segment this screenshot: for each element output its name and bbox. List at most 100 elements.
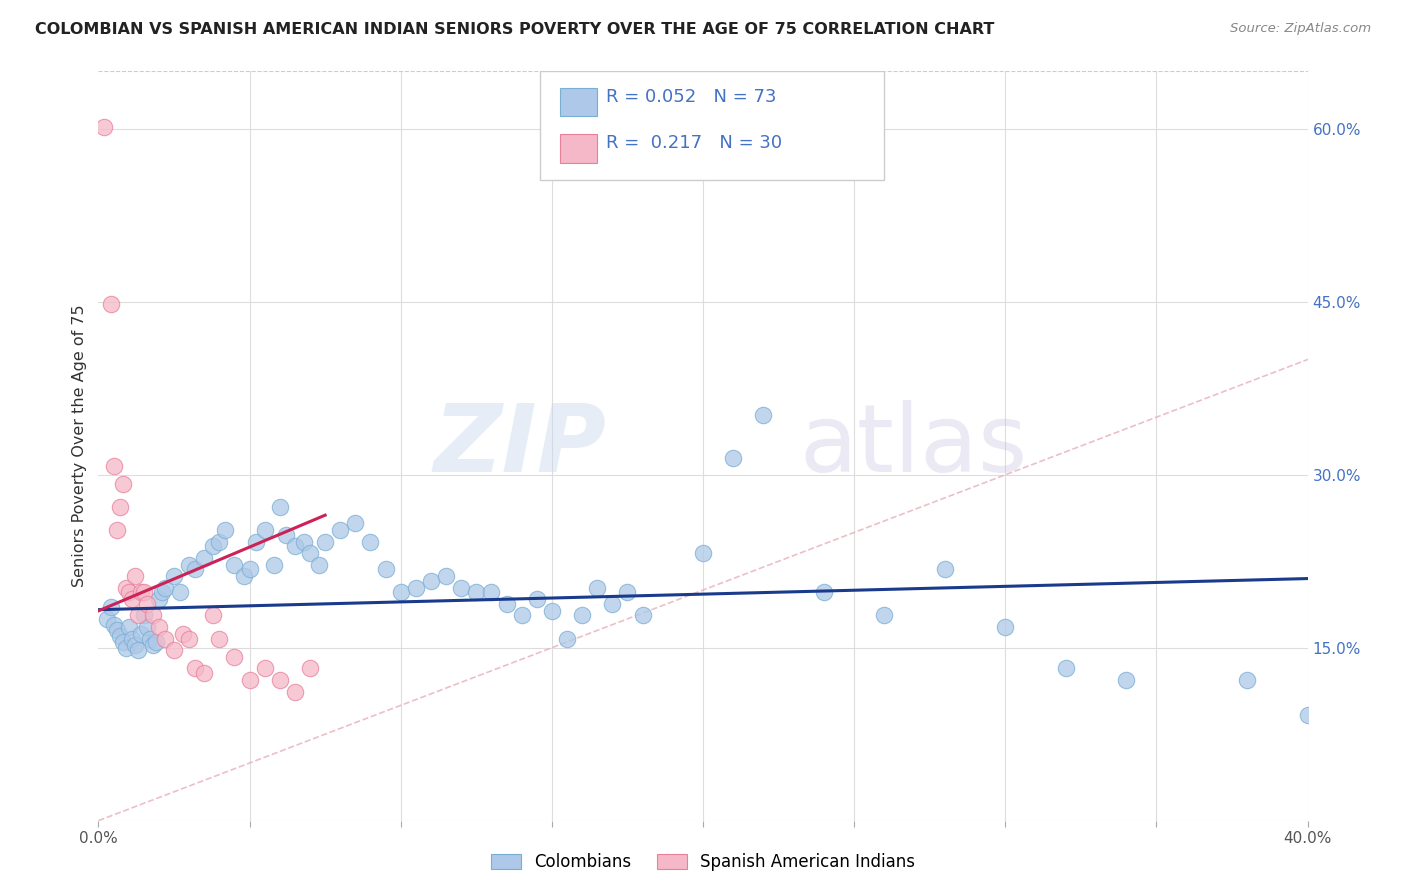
- Point: [202, 539, 225, 553]
- Point: [124, 569, 146, 583]
- Point: [145, 635, 167, 649]
- Point: [103, 458, 125, 473]
- Point: [135, 620, 157, 634]
- Point: [299, 546, 322, 560]
- Point: [118, 585, 141, 599]
- Point: [150, 585, 173, 599]
- Point: [114, 640, 136, 655]
- Point: [148, 592, 170, 607]
- Point: [434, 569, 457, 583]
- Point: [752, 408, 775, 422]
- Y-axis label: Seniors Poverty Over the Age of 75: Seniors Poverty Over the Age of 75: [72, 305, 87, 587]
- Text: R =  0.217   N = 30: R = 0.217 N = 30: [606, 135, 782, 153]
- Point: [114, 581, 136, 595]
- Point: [224, 558, 246, 572]
- Point: [193, 666, 215, 681]
- Point: [284, 684, 307, 698]
- Point: [163, 569, 186, 583]
- Point: [121, 632, 143, 646]
- Point: [308, 558, 330, 572]
- Point: [631, 608, 654, 623]
- Point: [93, 120, 115, 134]
- Point: [118, 620, 141, 634]
- Point: [274, 528, 297, 542]
- Text: COLOMBIAN VS SPANISH AMERICAN INDIAN SENIORS POVERTY OVER THE AGE OF 75 CORRELAT: COLOMBIAN VS SPANISH AMERICAN INDIAN SEN…: [35, 22, 994, 37]
- Point: [108, 629, 131, 643]
- Point: [163, 643, 186, 657]
- Text: Source: ZipAtlas.com: Source: ZipAtlas.com: [1230, 22, 1371, 36]
- Point: [153, 632, 176, 646]
- Point: [184, 562, 207, 576]
- Legend: Colombians, Spanish American Indians: Colombians, Spanish American Indians: [482, 845, 924, 880]
- Point: [269, 673, 291, 687]
- Point: [526, 592, 548, 607]
- Point: [1236, 673, 1258, 687]
- Point: [214, 523, 236, 537]
- Point: [100, 600, 122, 615]
- Point: [602, 597, 624, 611]
- Point: [232, 569, 254, 583]
- Point: [1296, 707, 1319, 722]
- Point: [135, 597, 157, 611]
- Point: [111, 477, 134, 491]
- Point: [284, 539, 307, 553]
- Bar: [561, 135, 596, 162]
- Point: [129, 627, 152, 641]
- Bar: [561, 87, 596, 116]
- Point: [510, 608, 533, 623]
- Point: [208, 632, 231, 646]
- Point: [253, 523, 276, 537]
- Point: [105, 624, 128, 638]
- Point: [934, 562, 956, 576]
- Point: [495, 597, 517, 611]
- Point: [208, 534, 231, 549]
- Point: [139, 632, 162, 646]
- Point: [169, 585, 191, 599]
- Point: [481, 585, 503, 599]
- Text: atlas: atlas: [800, 400, 1028, 492]
- Point: [245, 534, 267, 549]
- Point: [96, 612, 118, 626]
- Point: [193, 550, 215, 565]
- Point: [202, 608, 225, 623]
- Point: [360, 534, 382, 549]
- Point: [239, 673, 262, 687]
- Point: [692, 546, 714, 560]
- Point: [224, 649, 246, 664]
- Point: [1115, 673, 1137, 687]
- Point: [153, 581, 176, 595]
- Point: [253, 661, 276, 675]
- Point: [723, 450, 745, 465]
- Point: [1054, 661, 1077, 675]
- Point: [465, 585, 488, 599]
- Point: [172, 627, 194, 641]
- Point: [127, 608, 149, 623]
- Point: [142, 639, 165, 653]
- Point: [148, 620, 170, 634]
- Point: [571, 608, 593, 623]
- Point: [263, 558, 285, 572]
- Point: [555, 632, 578, 646]
- Point: [389, 585, 412, 599]
- Point: [344, 516, 367, 531]
- Point: [873, 608, 896, 623]
- Point: [100, 297, 122, 311]
- Point: [179, 558, 201, 572]
- Text: ZIP: ZIP: [433, 400, 606, 492]
- Point: [994, 620, 1017, 634]
- Point: [374, 562, 396, 576]
- Point: [121, 592, 143, 607]
- Point: [299, 661, 322, 675]
- Point: [314, 534, 336, 549]
- Point: [124, 639, 146, 653]
- Point: [239, 562, 262, 576]
- Point: [292, 534, 315, 549]
- Point: [132, 608, 155, 623]
- Point: [142, 608, 165, 623]
- Point: [616, 585, 638, 599]
- Point: [420, 574, 443, 588]
- Point: [132, 585, 155, 599]
- Point: [269, 500, 291, 514]
- Point: [111, 635, 134, 649]
- Point: [179, 632, 201, 646]
